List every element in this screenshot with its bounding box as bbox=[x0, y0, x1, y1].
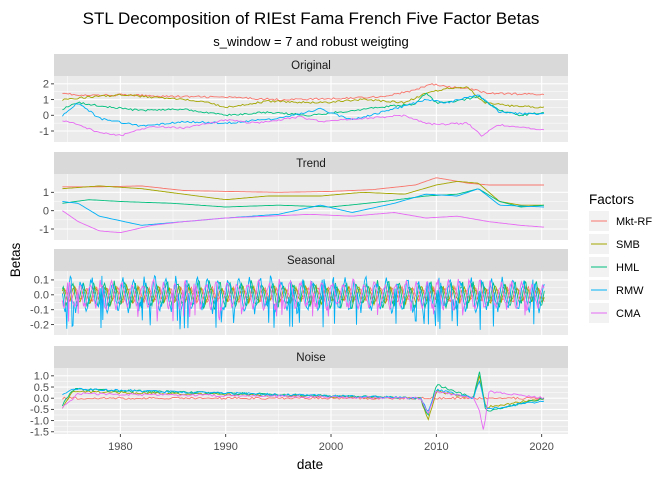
series-line-mkt-rf bbox=[62, 83, 545, 101]
series-line-mkt-rf bbox=[62, 396, 545, 400]
facet-strip-label: Original bbox=[291, 60, 331, 72]
y-tick-label: 1 bbox=[43, 94, 49, 106]
y-tick-label: 0.5 bbox=[34, 382, 49, 394]
y-tick-label: 0.1 bbox=[34, 275, 49, 287]
y-tick-label: -0.5 bbox=[30, 404, 49, 416]
series-line-rmw bbox=[62, 94, 545, 127]
y-tick-label: 0 bbox=[43, 205, 49, 217]
facet-strip bbox=[54, 249, 568, 271]
legend-item-label: HML bbox=[616, 262, 639, 274]
series-line-cma bbox=[62, 210, 545, 234]
facet-strip bbox=[54, 346, 568, 368]
y-tick-label: 0.0 bbox=[34, 393, 49, 405]
series-line-hml bbox=[62, 92, 545, 117]
series-line-rmw bbox=[61, 274, 545, 330]
x-axis: 1980 1990 2000 2010 2020 bbox=[108, 434, 554, 453]
legend-title: Factors bbox=[589, 192, 634, 207]
x-tick-label: 2010 bbox=[424, 441, 448, 453]
panel-noise: Noise -1.5-1.0-0.50.00.51.0 bbox=[30, 346, 568, 439]
x-axis-label: date bbox=[297, 457, 323, 472]
series-line-mkt-rf bbox=[62, 177, 544, 193]
x-tick-label: 2000 bbox=[319, 441, 343, 453]
chart-subtitle: s_window = 7 and robust weigting bbox=[213, 34, 408, 49]
legend-item-label: Mkt-RF bbox=[616, 216, 652, 228]
series-line-cma bbox=[62, 390, 545, 430]
panel-trend: Trend -1 0 1 bbox=[39, 152, 568, 240]
facet-strip bbox=[54, 54, 568, 76]
x-tick-label: 1990 bbox=[213, 441, 237, 453]
facet-panels: Original -1 0 1 2 Trend -1 0 1 Seasonal -0.2 -0.1 0.… bbox=[30, 54, 568, 439]
y-tick-label: -1 bbox=[39, 224, 49, 236]
y-axis-label: Betas bbox=[8, 242, 23, 277]
series-line-rmw bbox=[62, 188, 545, 226]
y-tick-label: 0 bbox=[43, 110, 49, 122]
y-tick-label: -1.5 bbox=[30, 427, 49, 439]
legend: Factors Mkt-RF SMB HML RMW CMA bbox=[589, 192, 652, 323]
y-tick-label: -1.0 bbox=[30, 415, 49, 427]
y-tick-label: -0.2 bbox=[30, 319, 49, 331]
legend-item-label: CMA bbox=[616, 308, 641, 320]
y-tick-label: -0.1 bbox=[30, 304, 49, 316]
y-tick-label: 0.0 bbox=[34, 290, 49, 302]
panel-background bbox=[54, 368, 568, 434]
y-tick-label: 1 bbox=[43, 187, 49, 199]
y-tick-label: 1.0 bbox=[34, 371, 49, 383]
panel-seasonal: Seasonal -0.2 -0.1 0.0 0.1 bbox=[30, 249, 568, 335]
series-line-rmw bbox=[62, 379, 545, 412]
series-line-smb bbox=[62, 86, 545, 109]
series-line-cma bbox=[62, 114, 545, 137]
facet-strip-label: Noise bbox=[296, 352, 325, 364]
series-line-cma bbox=[61, 278, 545, 322]
x-tick-label: 1980 bbox=[108, 441, 132, 453]
legend-item-label: SMB bbox=[616, 239, 640, 251]
series-line-hml bbox=[62, 188, 545, 208]
chart-title: STL Decomposition of RIEst Fama French F… bbox=[83, 9, 540, 28]
x-tick-label: 2020 bbox=[529, 441, 553, 453]
panel-original: Original -1 0 1 2 bbox=[39, 54, 568, 142]
y-tick-label: 2 bbox=[43, 79, 49, 91]
y-tick-label: -1 bbox=[39, 126, 49, 138]
facet-strip-label: Seasonal bbox=[287, 255, 335, 267]
legend-item-label: RMW bbox=[616, 285, 644, 297]
series-line-smb bbox=[62, 180, 544, 206]
facet-strip-label: Trend bbox=[296, 158, 326, 170]
facet-strip bbox=[54, 152, 568, 174]
